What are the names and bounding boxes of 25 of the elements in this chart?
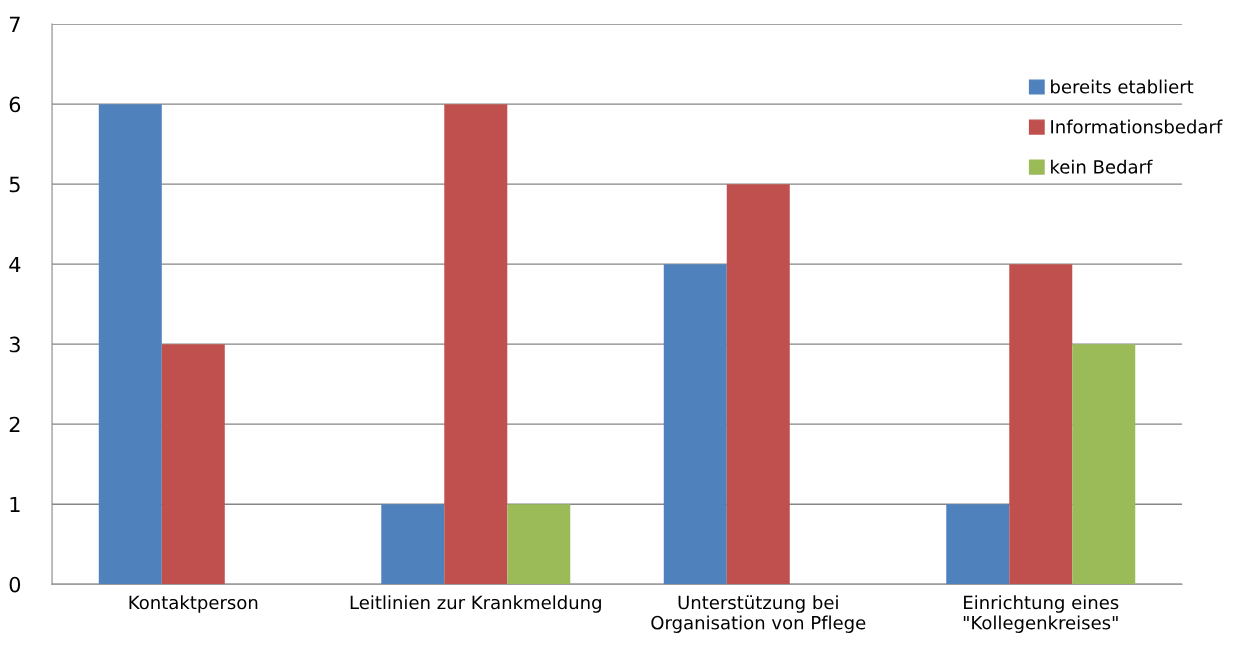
- y-tick-label: 3: [9, 336, 20, 353]
- y-tick-label: 1: [10, 496, 20, 513]
- bar: [726, 184, 790, 585]
- y-tick-label: 6: [9, 96, 21, 113]
- bar: [444, 104, 508, 585]
- bar: [946, 504, 1010, 585]
- x-tick-label: Einrichtung eines "Kollegenkreises": [963, 595, 1119, 633]
- y-tick-label: 7: [9, 16, 20, 33]
- legend-label: Informationsbedarf: [1051, 119, 1223, 134]
- y-tick-label: 0: [9, 576, 21, 593]
- bar: [1072, 344, 1136, 585]
- bar: [1009, 264, 1073, 585]
- bar: [98, 104, 162, 585]
- bar: [381, 504, 445, 585]
- legend-label: bereits etabliert: [1051, 79, 1194, 94]
- legend-label: kein Bedarf: [1051, 159, 1153, 174]
- y-tick-label: 4: [9, 256, 21, 273]
- x-tick-label: Unterstützung bei Organisation von Pflege: [651, 595, 866, 633]
- x-tick-label: Kontaktperson: [129, 595, 258, 613]
- y-tick-label: 5: [9, 176, 20, 193]
- bar: [507, 504, 571, 585]
- bar: [161, 344, 225, 585]
- x-tick-label: Leitlinien zur Krankmeldung: [350, 595, 601, 613]
- bar: [663, 264, 727, 585]
- y-tick-label: 2: [9, 416, 20, 433]
